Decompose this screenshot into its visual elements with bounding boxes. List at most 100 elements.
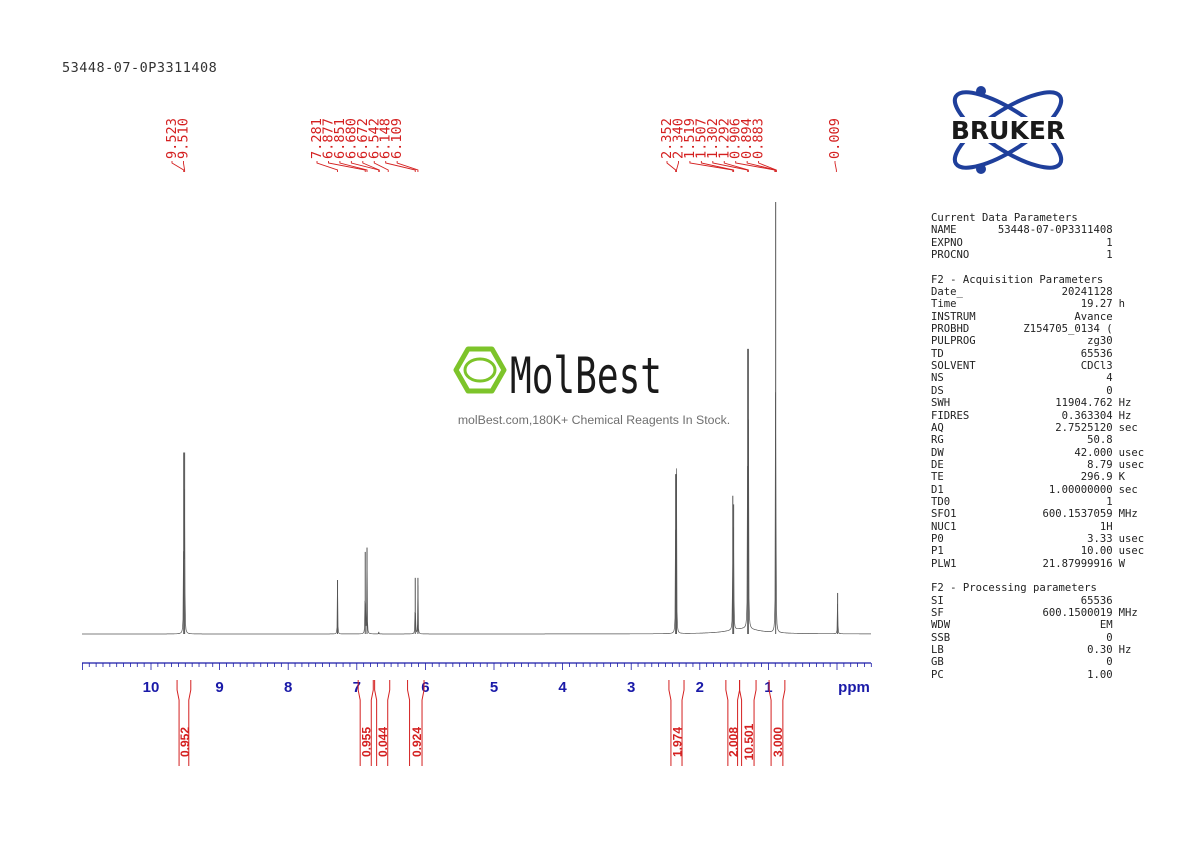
parameter-row: DE 8.79 usec bbox=[931, 459, 1151, 471]
parameter-key: Time bbox=[931, 298, 957, 311]
peak-label-connector bbox=[171, 161, 185, 172]
parameter-key: SOLVENT bbox=[931, 360, 976, 373]
parameter-value: 296.9 bbox=[1080, 471, 1113, 484]
parameter-unit bbox=[1113, 619, 1151, 631]
parameter-unit: usec bbox=[1118, 458, 1145, 471]
parameter-unit bbox=[1113, 311, 1151, 323]
parameter-key: FIDRES bbox=[931, 409, 970, 422]
sample-name: 53448-07-0P3311408 bbox=[62, 60, 218, 76]
integral-bracket bbox=[739, 680, 743, 766]
parameter-key: SF bbox=[931, 607, 944, 619]
peak-label-connector bbox=[385, 161, 416, 172]
peak-label-connector bbox=[362, 161, 380, 172]
molbest-logo: MolBest bbox=[453, 346, 662, 405]
parameter-value: 1 bbox=[1106, 495, 1113, 508]
parameter-value: 1.00000000 bbox=[1048, 483, 1113, 496]
parameter-key: NUC1 bbox=[931, 520, 957, 533]
parameter-row: PROBHD Z154705_0134 ( bbox=[931, 323, 1151, 335]
parameter-key: Date_ bbox=[931, 286, 963, 299]
peak-label-connector bbox=[689, 161, 734, 172]
parameter-row: WDW EM bbox=[931, 619, 1151, 631]
axis-tick-label: 4 bbox=[558, 679, 567, 696]
parameter-unit: MHz bbox=[1118, 607, 1138, 619]
parameter-key: SSB bbox=[931, 631, 951, 644]
parameter-unit bbox=[1113, 521, 1151, 533]
parameter-row: TE 296.9 K bbox=[931, 471, 1151, 483]
parameter-row: INSTRUM Avance bbox=[931, 311, 1151, 323]
parameter-unit bbox=[1113, 237, 1151, 249]
parameter-section-title: Current Data Parameters bbox=[931, 212, 1078, 224]
parameter-row: NUC1 1H bbox=[931, 521, 1151, 533]
axis-tick-label: ppm bbox=[838, 679, 870, 696]
peak-label: 6.542 bbox=[366, 118, 382, 159]
parameter-section-title: F2 - Processing parameters bbox=[931, 582, 1097, 595]
integral-value: 10.501 bbox=[742, 723, 756, 760]
bruker-wordmark: BRUKER bbox=[951, 116, 1065, 145]
parameter-unit: usec bbox=[1118, 545, 1145, 558]
parameter-value: 8.79 bbox=[1087, 458, 1113, 471]
parameter-row: EXPNO 1 bbox=[931, 237, 1151, 249]
benzene-ring-icon bbox=[453, 346, 507, 394]
parameter-unit bbox=[1113, 434, 1151, 446]
parameter-value: Avance bbox=[1074, 310, 1113, 323]
parameter-key: GB bbox=[931, 656, 944, 669]
integral-value: 0.044 bbox=[376, 727, 390, 757]
parameter-unit: K bbox=[1118, 471, 1126, 484]
parameter-unit: W bbox=[1118, 557, 1126, 570]
peak-label: 0.906 bbox=[728, 118, 744, 159]
parameter-value: 1 bbox=[1106, 236, 1113, 249]
parameter-value: Z154705_0134 ( bbox=[1023, 323, 1113, 336]
parameter-key: PROCNO bbox=[931, 249, 970, 262]
parameter-key: NS bbox=[931, 372, 944, 385]
parameter-value: EM bbox=[1099, 619, 1113, 632]
parameter-row: SF 600.1500019 MHz bbox=[931, 607, 1151, 619]
parameter-row: SOLVENT CDCl3 bbox=[931, 360, 1151, 372]
parameter-unit bbox=[1113, 323, 1151, 335]
integral-bracket bbox=[357, 680, 361, 766]
parameter-row: NAME 53448-07-0P3311408 bbox=[931, 224, 1151, 236]
integral-bracket bbox=[421, 680, 425, 766]
peak-label-connector bbox=[316, 161, 338, 172]
parameter-value: 3.33 bbox=[1087, 532, 1113, 545]
peak-label-connector bbox=[373, 161, 389, 172]
parameter-unit: MHz bbox=[1118, 508, 1138, 521]
axis-tick-label: 10 bbox=[143, 679, 160, 696]
parameter-value: 42.000 bbox=[1074, 446, 1113, 459]
axis-tick-label: 5 bbox=[490, 679, 498, 696]
parameter-key: LB bbox=[931, 644, 944, 657]
parameter-section: Current Data Parameters NAME 53448-07-0P33… bbox=[931, 212, 1151, 261]
parameter-value: 1H bbox=[1099, 520, 1113, 533]
parameter-key: RG bbox=[931, 434, 944, 447]
parameter-row: LB 0.30 Hz bbox=[931, 644, 1151, 656]
parameter-key: WDW bbox=[931, 619, 951, 632]
peak-label-connector bbox=[350, 161, 380, 172]
peak-label-connector bbox=[666, 161, 677, 172]
atom-electron-icon bbox=[976, 86, 986, 96]
parameter-unit bbox=[1113, 286, 1151, 298]
parameter-row: GB 0 bbox=[931, 656, 1151, 668]
parameter-value: 19.27 bbox=[1080, 298, 1113, 311]
parameter-row: Date_ 20241128 bbox=[931, 286, 1151, 298]
parameter-row: AQ 2.7525120 sec bbox=[931, 422, 1151, 434]
integral-bracket bbox=[782, 680, 786, 766]
peak-label: 9.510 bbox=[175, 118, 191, 159]
peak-label-connector bbox=[182, 161, 186, 172]
axis-tick-label: 7 bbox=[353, 679, 361, 696]
peak-label-connector bbox=[700, 161, 735, 172]
parameter-value: 20241128 bbox=[1061, 286, 1113, 299]
peak-label-connector bbox=[339, 161, 368, 172]
parameter-unit bbox=[1113, 224, 1151, 236]
integral-bracket bbox=[370, 680, 374, 766]
parameter-unit bbox=[1113, 632, 1151, 644]
parameter-section-title: F2 - Acquisition Parameters bbox=[931, 273, 1104, 286]
parameter-value: 600.1537059 bbox=[1042, 508, 1113, 521]
parameter-key: SI bbox=[931, 594, 944, 607]
parameter-unit bbox=[1113, 348, 1151, 360]
spectrum-trace-layer bbox=[82, 202, 871, 635]
integral-value: 0.924 bbox=[410, 727, 424, 757]
parameter-unit: sec bbox=[1118, 421, 1138, 434]
peak-label: 6.148 bbox=[378, 118, 394, 159]
molbest-wordmark: MolBest bbox=[510, 347, 662, 405]
parameter-row: NS 4 bbox=[931, 372, 1151, 384]
